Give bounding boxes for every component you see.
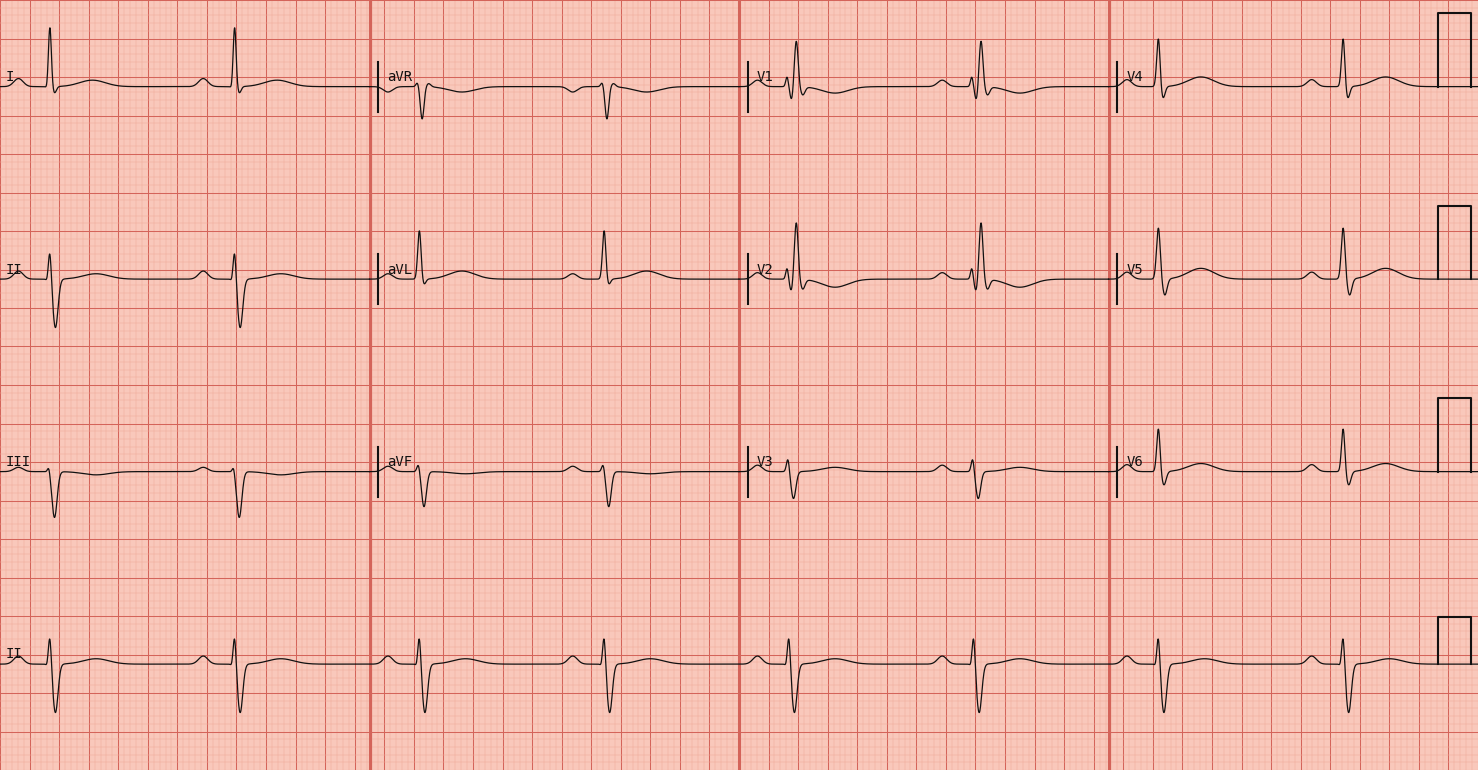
Text: II: II [6,263,22,276]
Text: aVL: aVL [387,263,412,276]
Text: II: II [6,648,22,661]
Text: III: III [6,455,31,469]
Text: V2: V2 [757,263,773,276]
Text: V1: V1 [757,70,773,84]
Text: aVR: aVR [387,70,412,84]
Text: V4: V4 [1126,70,1142,84]
Text: V6: V6 [1126,455,1142,469]
Text: V5: V5 [1126,263,1142,276]
Text: I: I [6,70,15,84]
Text: V3: V3 [757,455,773,469]
Text: aVF: aVF [387,455,412,469]
